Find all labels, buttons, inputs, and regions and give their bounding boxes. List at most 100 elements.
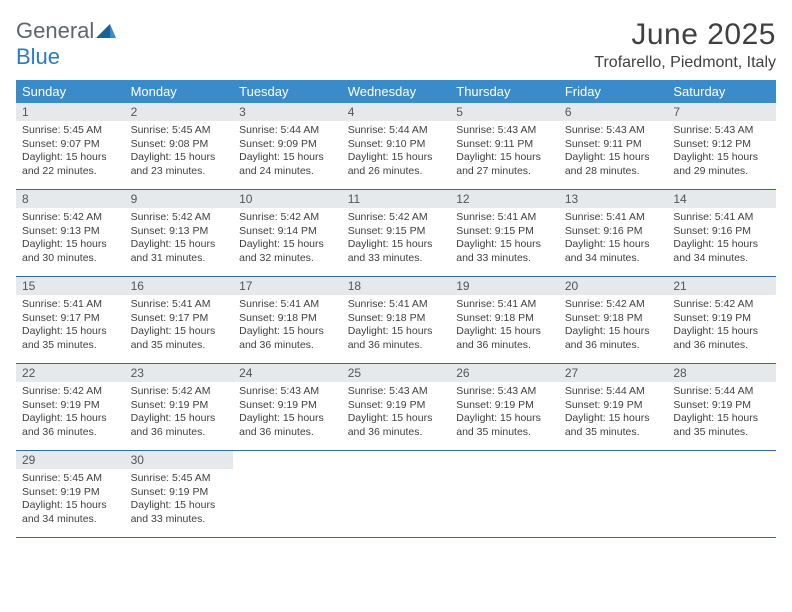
day-sunrise: Sunrise: 5:42 AM: [22, 211, 119, 225]
day-number: 26: [450, 364, 559, 382]
day-body: Sunrise: 5:43 AMSunset: 9:19 PMDaylight:…: [233, 382, 342, 450]
day-day1: Daylight: 15 hours: [673, 238, 770, 252]
day-sunrise: Sunrise: 5:41 AM: [348, 298, 445, 312]
day-number: 10: [233, 190, 342, 208]
day-cell: 30Sunrise: 5:45 AMSunset: 9:19 PMDayligh…: [125, 451, 234, 538]
day-cell: 11Sunrise: 5:42 AMSunset: 9:15 PMDayligh…: [342, 190, 451, 277]
day-number: 30: [125, 451, 234, 469]
day-sunrise: Sunrise: 5:43 AM: [239, 385, 336, 399]
day-day2: and 36 minutes.: [565, 339, 662, 353]
day-day2: and 36 minutes.: [348, 426, 445, 440]
day-day2: and 29 minutes.: [673, 165, 770, 179]
day-header: Saturday: [667, 80, 776, 103]
day-body: Sunrise: 5:45 AMSunset: 9:08 PMDaylight:…: [125, 121, 234, 189]
day-cell: 22Sunrise: 5:42 AMSunset: 9:19 PMDayligh…: [16, 364, 125, 451]
title-block: June 2025 Trofarello, Piedmont, Italy: [594, 18, 776, 72]
day-day1: Daylight: 15 hours: [348, 151, 445, 165]
day-day2: and 36 minutes.: [22, 426, 119, 440]
day-number: 7: [667, 103, 776, 121]
day-day1: Daylight: 15 hours: [456, 412, 553, 426]
month-title: June 2025: [594, 18, 776, 52]
day-body: Sunrise: 5:41 AMSunset: 9:18 PMDaylight:…: [342, 295, 451, 363]
day-sunset: Sunset: 9:19 PM: [131, 486, 228, 500]
day-day2: and 35 minutes.: [456, 426, 553, 440]
day-day2: and 33 minutes.: [456, 252, 553, 266]
day-cell: 19Sunrise: 5:41 AMSunset: 9:18 PMDayligh…: [450, 277, 559, 364]
day-day1: Daylight: 15 hours: [131, 325, 228, 339]
day-body: Sunrise: 5:43 AMSunset: 9:12 PMDaylight:…: [667, 121, 776, 189]
day-number: 23: [125, 364, 234, 382]
day-sunset: Sunset: 9:18 PM: [565, 312, 662, 326]
day-sunrise: Sunrise: 5:44 AM: [239, 124, 336, 138]
day-day1: Daylight: 15 hours: [131, 412, 228, 426]
day-day2: and 35 minutes.: [673, 426, 770, 440]
day-sunrise: Sunrise: 5:41 AM: [456, 211, 553, 225]
day-day1: Daylight: 15 hours: [22, 412, 119, 426]
day-sunset: Sunset: 9:19 PM: [348, 399, 445, 413]
day-sunset: Sunset: 9:18 PM: [456, 312, 553, 326]
day-sunrise: Sunrise: 5:43 AM: [456, 385, 553, 399]
day-cell: 2Sunrise: 5:45 AMSunset: 9:08 PMDaylight…: [125, 103, 234, 190]
day-day1: Daylight: 15 hours: [565, 151, 662, 165]
day-day2: and 33 minutes.: [348, 252, 445, 266]
week-row: 29Sunrise: 5:45 AMSunset: 9:19 PMDayligh…: [16, 451, 776, 538]
day-sunset: Sunset: 9:11 PM: [565, 138, 662, 152]
day-day2: and 34 minutes.: [22, 513, 119, 527]
day-sunrise: Sunrise: 5:43 AM: [565, 124, 662, 138]
day-number: 5: [450, 103, 559, 121]
day-day1: Daylight: 15 hours: [239, 412, 336, 426]
day-cell: 7Sunrise: 5:43 AMSunset: 9:12 PMDaylight…: [667, 103, 776, 190]
day-sunset: Sunset: 9:19 PM: [22, 486, 119, 500]
day-cell: 4Sunrise: 5:44 AMSunset: 9:10 PMDaylight…: [342, 103, 451, 190]
day-cell: 23Sunrise: 5:42 AMSunset: 9:19 PMDayligh…: [125, 364, 234, 451]
day-day2: and 24 minutes.: [239, 165, 336, 179]
week-row: 15Sunrise: 5:41 AMSunset: 9:17 PMDayligh…: [16, 277, 776, 364]
day-body: Sunrise: 5:45 AMSunset: 9:07 PMDaylight:…: [16, 121, 125, 189]
day-number: 16: [125, 277, 234, 295]
day-sunrise: Sunrise: 5:42 AM: [348, 211, 445, 225]
day-sunset: Sunset: 9:11 PM: [456, 138, 553, 152]
day-cell: [559, 451, 668, 538]
day-day2: and 35 minutes.: [22, 339, 119, 353]
day-sunset: Sunset: 9:12 PM: [673, 138, 770, 152]
day-body: Sunrise: 5:45 AMSunset: 9:19 PMDaylight:…: [16, 469, 125, 537]
day-header: Monday: [125, 80, 234, 103]
day-header: Wednesday: [342, 80, 451, 103]
day-day2: and 36 minutes.: [239, 339, 336, 353]
day-day2: and 32 minutes.: [239, 252, 336, 266]
day-number: 27: [559, 364, 668, 382]
day-header: Thursday: [450, 80, 559, 103]
day-body: Sunrise: 5:44 AMSunset: 9:10 PMDaylight:…: [342, 121, 451, 189]
day-sunrise: Sunrise: 5:44 AM: [348, 124, 445, 138]
day-sunrise: Sunrise: 5:43 AM: [348, 385, 445, 399]
day-body: Sunrise: 5:43 AMSunset: 9:19 PMDaylight:…: [450, 382, 559, 450]
day-day2: and 31 minutes.: [131, 252, 228, 266]
day-number: 24: [233, 364, 342, 382]
day-day2: and 23 minutes.: [131, 165, 228, 179]
logo-text: General Blue: [16, 18, 116, 70]
day-day1: Daylight: 15 hours: [22, 238, 119, 252]
day-number: 17: [233, 277, 342, 295]
day-day1: Daylight: 15 hours: [131, 238, 228, 252]
day-number: 19: [450, 277, 559, 295]
day-cell: 17Sunrise: 5:41 AMSunset: 9:18 PMDayligh…: [233, 277, 342, 364]
day-cell: [342, 451, 451, 538]
day-sunrise: Sunrise: 5:43 AM: [456, 124, 553, 138]
day-day1: Daylight: 15 hours: [239, 151, 336, 165]
day-sunrise: Sunrise: 5:44 AM: [673, 385, 770, 399]
calendar-table: Sunday Monday Tuesday Wednesday Thursday…: [16, 80, 776, 538]
day-cell: 18Sunrise: 5:41 AMSunset: 9:18 PMDayligh…: [342, 277, 451, 364]
day-cell: 8Sunrise: 5:42 AMSunset: 9:13 PMDaylight…: [16, 190, 125, 277]
day-sunrise: Sunrise: 5:43 AM: [673, 124, 770, 138]
week-row: 8Sunrise: 5:42 AMSunset: 9:13 PMDaylight…: [16, 190, 776, 277]
day-cell: 28Sunrise: 5:44 AMSunset: 9:19 PMDayligh…: [667, 364, 776, 451]
day-day2: and 22 minutes.: [22, 165, 119, 179]
location: Trofarello, Piedmont, Italy: [594, 54, 776, 72]
day-day2: and 36 minutes.: [673, 339, 770, 353]
day-body: Sunrise: 5:41 AMSunset: 9:18 PMDaylight:…: [450, 295, 559, 363]
day-day1: Daylight: 15 hours: [131, 499, 228, 513]
day-day1: Daylight: 15 hours: [456, 325, 553, 339]
day-body: Sunrise: 5:42 AMSunset: 9:18 PMDaylight:…: [559, 295, 668, 363]
day-day1: Daylight: 15 hours: [348, 238, 445, 252]
day-day1: Daylight: 15 hours: [673, 151, 770, 165]
